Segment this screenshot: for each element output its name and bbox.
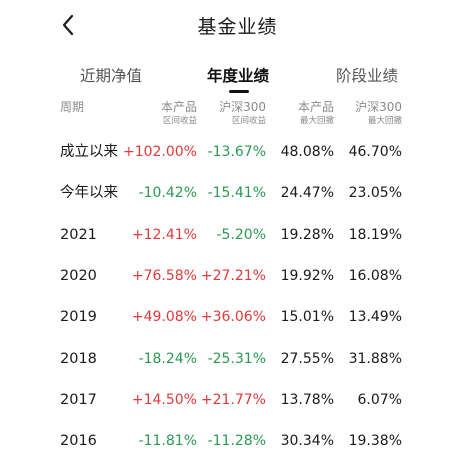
- table-row[interactable]: 2021 +12.41% -5.20% 19.28% 18.19%: [0, 220, 475, 250]
- cell-index-return: -5.20%: [216, 226, 266, 243]
- cell-index-return: -25.31%: [207, 350, 266, 367]
- table-header: 周期 本产品 区间收益 沪深300 区间收益 本产品 最大回撤 沪深300 最大…: [0, 100, 475, 134]
- header-fund-return: 本产品 区间收益: [160, 100, 197, 126]
- cell-fund-return: +76.58%: [131, 267, 197, 284]
- cell-period: 今年以来: [60, 185, 118, 202]
- cell-index-drawdown: 18.19%: [348, 226, 402, 243]
- cell-index-drawdown: 19.38%: [348, 433, 402, 450]
- cell-fund-return: +49.08%: [131, 309, 197, 326]
- page-title: 基金业绩: [197, 16, 278, 38]
- cell-fund-drawdown: 19.28%: [280, 226, 334, 243]
- cell-index-return: -15.41%: [207, 185, 266, 202]
- cell-index-return: -13.67%: [207, 144, 266, 160]
- cell-index-drawdown: 6.07%: [357, 391, 402, 408]
- cell-index-return: +21.77%: [200, 391, 266, 408]
- tab-stage-performance[interactable]: 阶段业绩: [336, 67, 399, 85]
- header-index-return: 沪深300 区间收益: [219, 100, 266, 126]
- cell-index-drawdown: 16.08%: [348, 267, 402, 284]
- cell-index-drawdown: 13.49%: [348, 309, 402, 326]
- cell-index-drawdown: 46.70%: [348, 144, 402, 160]
- table-row[interactable]: 今年以来 -10.42% -15.41% 24.47% 23.05%: [0, 178, 475, 208]
- header-period: 周期: [60, 100, 85, 114]
- cell-fund-return: -11.81%: [138, 433, 197, 450]
- cell-period: 2019: [60, 309, 97, 326]
- cell-index-drawdown: 23.05%: [348, 185, 402, 202]
- cell-fund-drawdown: 48.08%: [280, 144, 334, 160]
- cell-fund-drawdown: 27.55%: [280, 350, 334, 367]
- cell-fund-return: +14.50%: [131, 391, 197, 408]
- cell-fund-return: +102.00%: [122, 144, 197, 160]
- table-row[interactable]: 2018 -18.24% -25.31% 27.55% 31.88%: [0, 344, 475, 374]
- cell-fund-return: -18.24%: [138, 350, 197, 367]
- table-row[interactable]: 2020 +76.58% +27.21% 19.92% 16.08%: [0, 261, 475, 291]
- header: 基金业绩: [0, 0, 475, 50]
- cell-fund-drawdown: 19.92%: [280, 267, 334, 284]
- active-tab-indicator: [229, 90, 249, 93]
- cell-index-return: +36.06%: [200, 309, 266, 326]
- cell-fund-return: +12.41%: [131, 226, 197, 243]
- cell-period: 2016: [60, 433, 97, 450]
- cell-period: 2017: [60, 391, 97, 408]
- cell-period: 2018: [60, 350, 97, 367]
- header-index-drawdown: 沪深300 最大回撤: [355, 100, 402, 126]
- table-row[interactable]: 2017 +14.50% +21.77% 13.78% 6.07%: [0, 385, 475, 415]
- cell-index-drawdown: 31.88%: [348, 350, 402, 367]
- table-row[interactable]: 成立以来 +102.00% -13.67% 48.08% 46.70%: [0, 137, 475, 167]
- cell-fund-return: -10.42%: [138, 185, 197, 202]
- cell-period: 成立以来: [60, 144, 118, 160]
- cell-fund-drawdown: 15.01%: [280, 309, 334, 326]
- table-row[interactable]: 2019 +49.08% +36.06% 15.01% 13.49%: [0, 302, 475, 332]
- cell-fund-drawdown: 30.34%: [280, 433, 334, 450]
- cell-period: 2021: [60, 226, 97, 243]
- cell-index-return: -11.28%: [207, 433, 266, 450]
- tab-annual-performance[interactable]: 年度业绩: [207, 67, 270, 85]
- tab-bar: 近期净值 年度业绩 阶段业绩: [0, 62, 475, 96]
- table-row[interactable]: 2016 -11.81% -11.28% 30.34% 19.38%: [0, 426, 475, 456]
- header-fund-drawdown: 本产品 最大回撤: [297, 100, 334, 126]
- cell-period: 2020: [60, 267, 97, 284]
- cell-fund-drawdown: 24.47%: [280, 185, 334, 202]
- cell-fund-drawdown: 13.78%: [280, 391, 334, 408]
- chevron-left-icon[interactable]: [58, 12, 80, 38]
- tab-recent-nav[interactable]: 近期净值: [80, 67, 143, 85]
- cell-index-return: +27.21%: [200, 267, 266, 284]
